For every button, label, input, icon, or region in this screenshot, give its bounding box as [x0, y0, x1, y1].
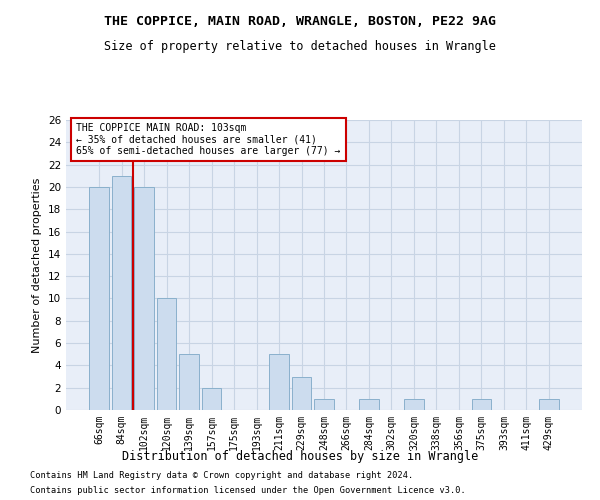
Text: THE COPPICE MAIN ROAD: 103sqm
← 35% of detached houses are smaller (41)
65% of s: THE COPPICE MAIN ROAD: 103sqm ← 35% of d…: [76, 123, 341, 156]
Bar: [134, 187, 154, 410]
Bar: [157, 298, 176, 410]
Text: Contains HM Land Registry data © Crown copyright and database right 2024.: Contains HM Land Registry data © Crown c…: [30, 471, 413, 480]
Text: Distribution of detached houses by size in Wrangle: Distribution of detached houses by size …: [122, 450, 478, 463]
Bar: [292, 376, 311, 410]
Bar: [539, 399, 559, 410]
Text: Size of property relative to detached houses in Wrangle: Size of property relative to detached ho…: [104, 40, 496, 53]
Bar: [269, 354, 289, 410]
Bar: [112, 176, 131, 410]
Text: THE COPPICE, MAIN ROAD, WRANGLE, BOSTON, PE22 9AG: THE COPPICE, MAIN ROAD, WRANGLE, BOSTON,…: [104, 15, 496, 28]
Bar: [202, 388, 221, 410]
Bar: [359, 399, 379, 410]
Bar: [472, 399, 491, 410]
Bar: [314, 399, 334, 410]
Bar: [404, 399, 424, 410]
Bar: [89, 187, 109, 410]
Y-axis label: Number of detached properties: Number of detached properties: [32, 178, 43, 352]
Text: Contains public sector information licensed under the Open Government Licence v3: Contains public sector information licen…: [30, 486, 466, 495]
Bar: [179, 354, 199, 410]
